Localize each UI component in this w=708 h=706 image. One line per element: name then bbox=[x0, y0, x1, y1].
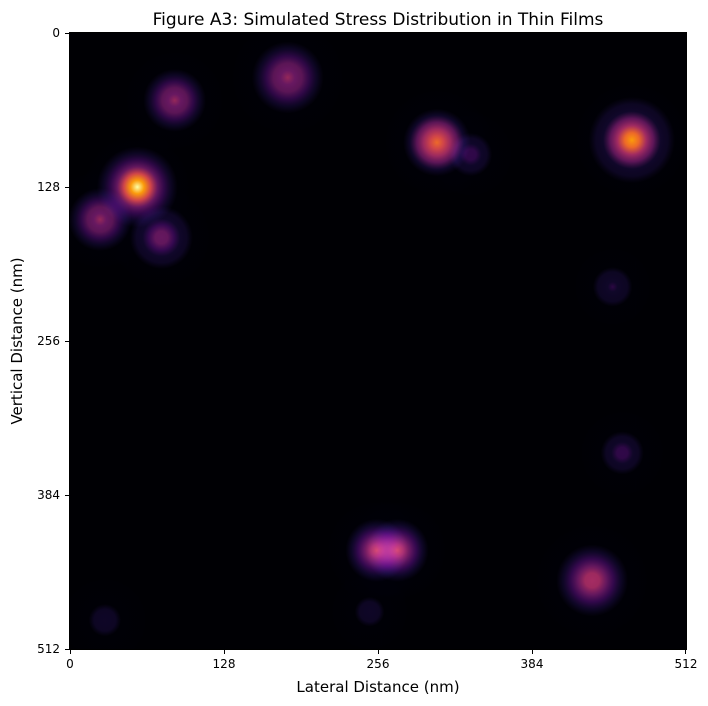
y-axis-label: Vertical Distance (nm) bbox=[8, 257, 26, 425]
heatmap-image bbox=[70, 33, 686, 649]
stress-hotspot bbox=[534, 522, 650, 639]
stress-hotspot bbox=[572, 247, 653, 327]
stress-hotspot bbox=[110, 187, 212, 289]
x-tick-mark bbox=[70, 649, 71, 654]
stress-hotspot bbox=[124, 49, 226, 151]
x-tick-label: 256 bbox=[366, 657, 390, 671]
y-tick-mark bbox=[65, 649, 70, 650]
y-tick-mark bbox=[65, 341, 70, 342]
x-axis-label: Lateral Distance (nm) bbox=[296, 678, 460, 696]
heatmap-plot-area bbox=[69, 32, 687, 650]
stress-hotspot bbox=[329, 572, 410, 649]
x-tick-mark bbox=[685, 649, 686, 654]
stress-hotspot bbox=[70, 576, 149, 649]
stress-hotspot bbox=[230, 33, 346, 136]
x-tick-mark bbox=[224, 649, 225, 654]
y-tick-label: 256 bbox=[37, 334, 60, 348]
y-tick-label: 128 bbox=[37, 180, 60, 194]
stress-hotspot bbox=[574, 82, 686, 198]
y-tick-label: 512 bbox=[37, 642, 60, 656]
y-tick-mark bbox=[65, 33, 70, 34]
x-tick-label: 512 bbox=[674, 657, 698, 671]
y-tick-mark bbox=[65, 495, 70, 496]
x-tick-label: 0 bbox=[66, 657, 74, 671]
stress-hotspot bbox=[578, 409, 666, 497]
y-tick-mark bbox=[65, 187, 70, 188]
x-tick-label: 384 bbox=[520, 657, 544, 671]
y-tick-label: 384 bbox=[37, 488, 60, 502]
y-tick-label: 0 bbox=[52, 26, 60, 40]
x-tick-label: 128 bbox=[212, 657, 236, 671]
x-tick-mark bbox=[532, 649, 533, 654]
x-tick-mark bbox=[378, 649, 379, 654]
chart-title: Figure A3: Simulated Stress Distribution… bbox=[152, 10, 604, 30]
stress-hotspot bbox=[427, 111, 514, 198]
